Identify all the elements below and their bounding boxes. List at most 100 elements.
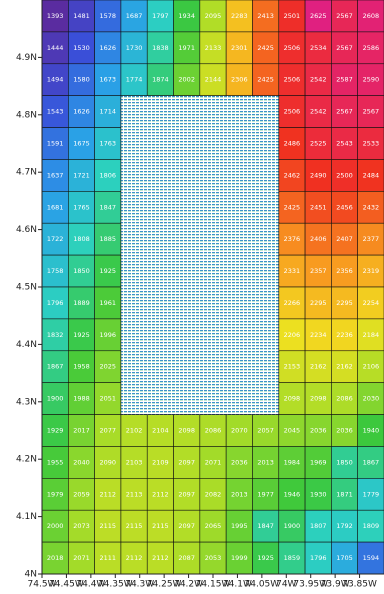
cell-value: 2331 [284,267,301,275]
cell-value: 1494 [47,76,64,84]
cell-value: 1687 [126,12,143,20]
y-tick-label: 4.5N [16,283,37,293]
cell-value: 1765 [73,203,90,211]
cell-value: 2112 [99,490,116,498]
cell-value: 1900 [47,395,64,403]
cell-value: 1543 [47,108,64,116]
cell-value: 1758 [47,267,64,275]
cell-value: 1934 [178,12,195,20]
cell-value: 2625 [310,12,327,20]
cell-value: 2319 [363,267,380,275]
cell-value: 2073 [73,522,90,530]
cell-value: 2097 [178,522,195,530]
cell-value: 2115 [152,522,169,530]
cell-value: 2045 [284,427,301,435]
x-tick-label: 73.85W [342,580,377,590]
cell-value: 2376 [284,235,301,243]
cell-value: 2090 [99,458,116,466]
cell-value: 2490 [310,171,327,179]
cell-value: 1779 [363,490,380,498]
cell-value: 2013 [231,490,248,498]
cell-value: 2301 [231,44,248,52]
cell-value: 2087 [178,554,195,562]
cell-value: 2413 [257,12,274,20]
cell-value: 2113 [126,490,143,498]
cell-value: 2104 [152,427,169,435]
cell-value: 1774 [126,76,143,84]
cell-value: 2103 [126,458,143,466]
y-tick-label: 4.6N [16,225,37,235]
cell-value: 2102 [126,427,143,435]
cell-value: 1995 [231,522,248,530]
cell-value: 2097 [178,490,195,498]
cell-value: 2098 [310,395,327,403]
cell-value: 2065 [205,522,222,530]
cell-value: 1796 [310,554,327,562]
cell-value: 2306 [231,76,248,84]
cell-value: 2534 [310,44,327,52]
cell-value: 2525 [310,140,327,148]
cell-value: 2098 [284,395,301,403]
cell-value: 2586 [363,44,380,52]
cell-value: 1796 [47,299,64,307]
cell-value: 1594 [363,554,380,562]
cell-value: 2036 [231,458,248,466]
cell-value: 1955 [47,458,64,466]
cell-value: 1984 [284,458,301,466]
cell-value: 2077 [99,427,116,435]
cell-value: 2184 [363,331,380,339]
cell-value: 1637 [47,171,64,179]
cell-value: 2153 [284,363,301,371]
cell-value: 2506 [284,108,301,116]
cell-value: 1977 [257,490,274,498]
cell-value: 2162 [336,363,353,371]
cell-value: 1530 [73,44,90,52]
cell-value: 2567 [336,108,353,116]
cell-value: 2484 [363,171,380,179]
cell-value: 2533 [363,140,380,148]
cell-value: 2407 [336,235,353,243]
cell-value: 2486 [284,140,301,148]
cell-value: 2406 [310,235,327,243]
cell-value: 2071 [205,458,222,466]
cell-value: 2115 [126,522,143,530]
cell-value: 2112 [152,490,169,498]
cell-value: 2590 [363,76,380,84]
cell-value: 1867 [47,363,64,371]
cell-value: 2025 [99,363,116,371]
cell-value: 1867 [363,458,380,466]
cell-value: 1721 [73,171,90,179]
cell-value: 2567 [336,44,353,52]
cell-value: 1930 [310,490,327,498]
cell-value: 2040 [73,458,90,466]
cell-value: 2082 [205,490,222,498]
cell-value: 1809 [363,522,380,530]
cell-value: 2357 [310,267,327,275]
cell-value: 1871 [336,490,353,498]
cell-value: 2053 [205,554,222,562]
cell-value: 2000 [47,522,64,530]
cell-value: 1885 [99,235,116,243]
cell-value: 2112 [126,554,143,562]
cell-value: 1925 [73,331,90,339]
cell-value: 1792 [336,522,353,530]
cell-value: 2036 [310,427,327,435]
cell-value: 1850 [336,458,353,466]
cell-value: 2017 [73,427,90,435]
cell-value: 1979 [47,490,64,498]
y-tick-label: 4.1N [16,512,37,522]
cell-value: 1988 [73,395,90,403]
cell-value: 1889 [73,299,90,307]
cell-value: 2112 [152,554,169,562]
cell-value: 2432 [363,203,380,211]
cell-value: 2018 [47,554,64,562]
cell-value: 2506 [284,44,301,52]
cell-value: 2425 [257,44,274,52]
cell-value: 2030 [363,395,380,403]
cell-value: 1874 [152,76,169,84]
cell-value: 2356 [336,267,353,275]
cell-value: 2109 [152,458,169,466]
cell-value: 1626 [73,108,90,116]
cell-value: 1580 [73,76,90,84]
cell-value: 2095 [205,12,222,20]
